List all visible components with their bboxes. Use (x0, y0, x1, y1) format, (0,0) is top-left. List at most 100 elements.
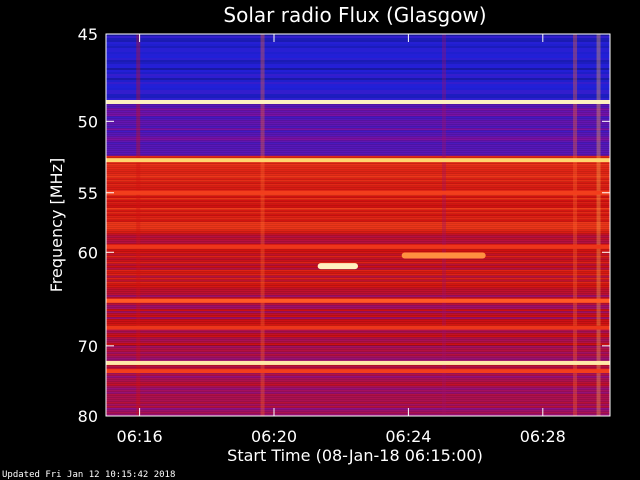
y-axis-label: Frequency [MHz] (47, 158, 66, 292)
spectrum-row (106, 48, 610, 50)
spectrum-row (106, 217, 610, 220)
interference-streak (136, 34, 141, 416)
spectrum-row (106, 116, 610, 119)
spectrum-row (106, 331, 610, 334)
spectrum-row (106, 359, 610, 362)
spectrum-row (106, 289, 610, 292)
spectrum-row (106, 343, 610, 346)
spectrum-row (106, 187, 610, 190)
x-tick-label: 06:24 (385, 427, 431, 446)
spectrum-row (106, 62, 610, 64)
spectrum-row (106, 40, 610, 42)
y-tick-label: 50 (78, 112, 98, 131)
spectrum-row (106, 255, 610, 258)
spectrum-row (106, 319, 610, 322)
spectrum-row (106, 385, 610, 388)
spectrum-row (106, 42, 610, 44)
spectrum-row (106, 213, 610, 216)
spectrum-row (106, 144, 610, 147)
spectrum-row (106, 78, 610, 80)
spectrum-row (106, 243, 610, 246)
spectrum-row (106, 112, 610, 115)
y-axis: 45 50 55 60 70 80 (78, 25, 610, 426)
spectrum-row (106, 285, 610, 288)
x-tick-label: 06:28 (520, 427, 566, 446)
emission-line (106, 325, 610, 330)
spectrum-row (106, 54, 610, 56)
spectrum-row (106, 70, 610, 72)
spectrum-row (106, 365, 610, 368)
spectrum-row (106, 377, 610, 380)
spectrum-row (106, 98, 610, 100)
x-tick-label: 06:20 (251, 427, 297, 446)
spectrum-row (106, 92, 610, 94)
spectrum-row (106, 227, 610, 230)
spectrum-row (106, 197, 610, 200)
spectrum-row (106, 265, 610, 268)
spectrum-row (106, 279, 610, 282)
spectrum-row (106, 313, 610, 316)
spectrum-row (106, 161, 610, 164)
spectrum-row (106, 321, 610, 324)
spectrum-row (106, 253, 610, 256)
spectrum-row (106, 185, 610, 188)
spectrum-row (106, 413, 610, 416)
spectrum-row (106, 138, 610, 141)
spectrum-row (106, 257, 610, 260)
spectrum-row (106, 323, 610, 326)
spectrum-row (106, 219, 610, 222)
spectrum-row (106, 233, 610, 236)
emission-line (106, 369, 610, 374)
spectrum-row (106, 389, 610, 392)
spectrum-row (106, 403, 610, 406)
x-axis-label: Start Time (08-Jan-18 06:15:00) (227, 446, 483, 465)
emission-line (106, 360, 610, 365)
spectrum-row (106, 383, 610, 386)
spectrum-row (106, 36, 610, 38)
spectrum-row (106, 165, 610, 168)
y-tick-label: 45 (78, 25, 98, 44)
spectrum-row (106, 56, 610, 58)
spectrum-row (106, 241, 610, 244)
spectrum-row (106, 126, 610, 129)
spectrum-row (106, 148, 610, 151)
spectrum-row (106, 211, 610, 214)
spectrum-row (106, 235, 610, 238)
y-tick-label: 60 (78, 243, 98, 262)
spectrum-row (106, 221, 610, 224)
updated-timestamp: Updated Fri Jan 12 10:15:42 2018 (2, 470, 175, 480)
spectrum-row (106, 76, 610, 78)
spectrum-row (106, 251, 610, 254)
spectrum-row (106, 407, 610, 410)
spectrum-row (106, 171, 610, 174)
emission-line (106, 190, 610, 195)
spectrum-row (106, 399, 610, 402)
spectrum-row (106, 357, 610, 360)
spectrum-row (106, 146, 610, 149)
spectrum-row (106, 50, 610, 52)
spectrum-row (106, 295, 610, 298)
spectrum-row (106, 122, 610, 125)
spectrum-row (106, 130, 610, 133)
spectrum-row (106, 269, 610, 272)
spectrum-row (106, 142, 610, 145)
spectrum-row (106, 405, 610, 408)
spectrum-row (106, 124, 610, 127)
spectrum-row (106, 90, 610, 92)
spectrum-row (106, 136, 610, 139)
spectrum-row (106, 88, 610, 90)
spectrum-row (106, 411, 610, 414)
spectrum-row (106, 94, 610, 96)
spectrum-row (106, 106, 610, 109)
plot-area (106, 34, 610, 416)
radio-burst (401, 252, 486, 259)
spectrum-row (106, 341, 610, 344)
spectrum-row (106, 391, 610, 394)
spectrum-row (106, 249, 610, 252)
spectrum-row (106, 239, 610, 242)
spectrum-row (106, 209, 610, 212)
spectrum-row (106, 104, 610, 107)
spectrum-row (106, 311, 610, 314)
spectrum-row (106, 34, 610, 36)
spectrum-row (106, 261, 610, 264)
